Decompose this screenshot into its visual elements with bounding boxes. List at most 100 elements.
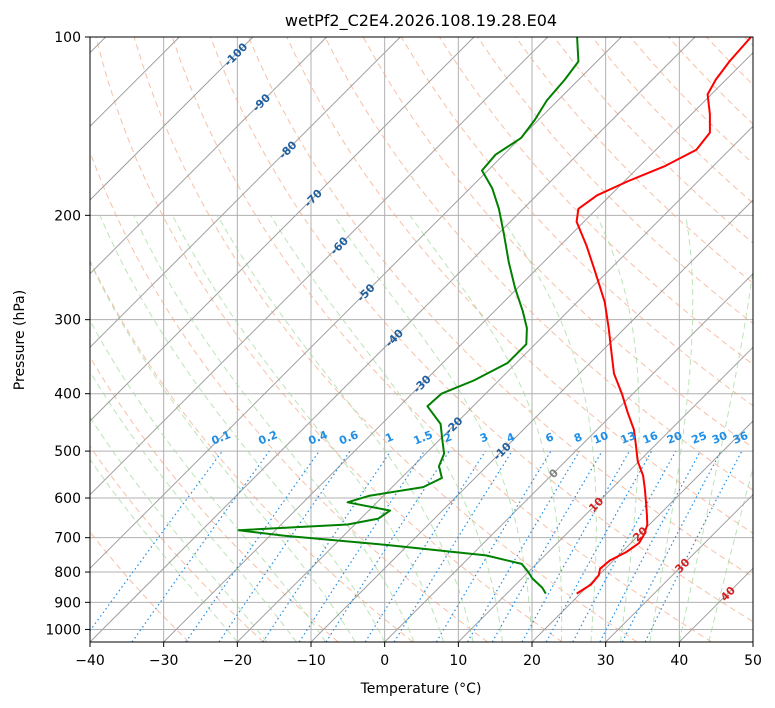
x-tick-label: 20 <box>523 653 541 669</box>
isotherm-line <box>457 346 753 642</box>
mixing-ratio-line <box>466 450 580 642</box>
dry-adiabat <box>668 37 753 125</box>
dry-adiabat <box>133 37 638 642</box>
temperature-line <box>575 37 752 595</box>
moist-adiabat <box>90 458 238 642</box>
mixing-ratio-label: 36 <box>731 429 750 447</box>
mixing-ratio-label: 10 <box>591 429 610 447</box>
moist-adiabat <box>90 319 327 642</box>
moist-adiabat <box>333 215 533 642</box>
mixing-ratio-label: 0.4 <box>306 428 329 447</box>
chart-title: wetPf2_C2E4.2026.108.19.28.E04 <box>285 11 557 31</box>
mixing-ratio-label: 16 <box>641 429 660 447</box>
dry-adiabat <box>90 150 488 642</box>
moist-adiabat <box>708 466 753 642</box>
y-tick-label: 100 <box>54 30 81 46</box>
mixing-ratio-label: 2 <box>442 430 454 445</box>
isotherm-line <box>531 420 753 642</box>
chart-background-lines <box>90 37 753 642</box>
isotherm-line <box>236 125 753 642</box>
mixing-ratio-line <box>364 450 486 642</box>
y-tick-label: 700 <box>54 531 81 547</box>
isotherm-line <box>384 272 753 642</box>
moist-adiabat <box>172 215 445 642</box>
x-tick-label: −30 <box>149 653 179 669</box>
x-tick-label: 10 <box>449 653 467 669</box>
mixing-ratio-line <box>90 450 223 632</box>
mixing-ratio-label: 0.2 <box>256 428 279 447</box>
x-tick-label: −20 <box>223 653 253 669</box>
mixing-ratio-label: 8 <box>572 430 584 445</box>
isotherm-line <box>90 37 475 422</box>
mixing-ratio-label: 20 <box>665 429 684 447</box>
mixing-ratio-label: 25 <box>690 429 709 447</box>
y-tick-label: 1000 <box>45 622 81 638</box>
dry-adiabat <box>90 531 190 642</box>
dry-adiabat <box>286 37 753 534</box>
isotherm-line <box>605 493 753 642</box>
mixing-ratio-label: 0.1 <box>210 428 233 447</box>
y-tick-label: 300 <box>54 313 81 329</box>
isotherm-label: -80 <box>276 138 299 161</box>
dry-adiabat <box>438 37 753 366</box>
x-tick-label: 0 <box>380 653 389 669</box>
dry-adiabat <box>171 37 712 642</box>
moist-adiabat <box>217 215 474 642</box>
dry-adiabat <box>210 37 753 623</box>
y-axis-label: Pressure (hPa) <box>12 290 28 390</box>
isotherm-line <box>90 37 622 570</box>
x-tick-label: −40 <box>75 653 105 669</box>
mixing-ratio-line <box>131 450 270 642</box>
dry-adiabat <box>90 356 339 642</box>
mixing-ratio-line <box>185 450 320 642</box>
x-tick-label: 50 <box>744 653 762 669</box>
moist-adiabat <box>90 416 268 642</box>
isotherm-label: -60 <box>328 234 351 257</box>
mixing-ratio-label: 1.5 <box>412 428 435 447</box>
x-axis-label: Temperature (°C) <box>360 681 482 697</box>
y-tick-label: 200 <box>54 208 81 224</box>
isotherm-line <box>90 37 696 642</box>
x-tick-label: 30 <box>597 653 615 669</box>
moist-adiabat <box>99 215 386 642</box>
y-tick-label: 600 <box>54 491 81 507</box>
dry-adiabat <box>90 259 414 642</box>
isotherm-line <box>163 51 753 642</box>
isotherm-line <box>310 199 753 642</box>
dry-adiabat <box>95 37 563 642</box>
chart-axes: −40 −30 −20 −10 0 10 20 30 40 50 1000 900 800 700 600 5… <box>45 30 762 669</box>
moist-adiabat <box>90 370 297 642</box>
isotherm-label: -50 <box>354 281 377 304</box>
isotherm-label: -100 <box>222 40 251 69</box>
moist-adiabat <box>499 215 597 642</box>
x-tick-label: −10 <box>296 653 326 669</box>
isotherm-line <box>90 37 549 496</box>
mixing-ratio-line <box>599 450 702 642</box>
moist-adiabat <box>596 215 640 642</box>
mixing-ratio-label: 0.6 <box>337 428 360 447</box>
isotherm-line <box>752 641 753 642</box>
y-tick-label: 500 <box>54 444 81 460</box>
mixing-ratio-line <box>298 450 425 642</box>
mixing-ratio-line <box>393 450 513 642</box>
plot-frame <box>89 36 754 643</box>
mixing-ratio-line <box>572 450 677 642</box>
y-tick-label: 800 <box>54 565 81 581</box>
x-tick-label: 40 <box>670 653 688 669</box>
dewpoint-line <box>237 37 580 595</box>
moist-adiabat <box>649 215 694 642</box>
moist-adiabat <box>409 215 563 642</box>
y-tick-label: 900 <box>54 595 81 611</box>
dry-adiabat <box>744 37 753 47</box>
dry-adiabat <box>90 445 264 642</box>
dry-adiabat <box>515 37 753 284</box>
isotherm-line <box>90 37 254 201</box>
mixing-ratio-label: 13 <box>619 429 638 447</box>
mixing-ratio-label: 3 <box>478 430 490 445</box>
isotherm-line <box>90 37 328 275</box>
moist-adiabat <box>270 215 503 642</box>
mixing-ratio-line <box>262 450 392 642</box>
mixing-ratio-label: 1 <box>383 430 395 445</box>
moist-adiabat <box>678 265 753 642</box>
